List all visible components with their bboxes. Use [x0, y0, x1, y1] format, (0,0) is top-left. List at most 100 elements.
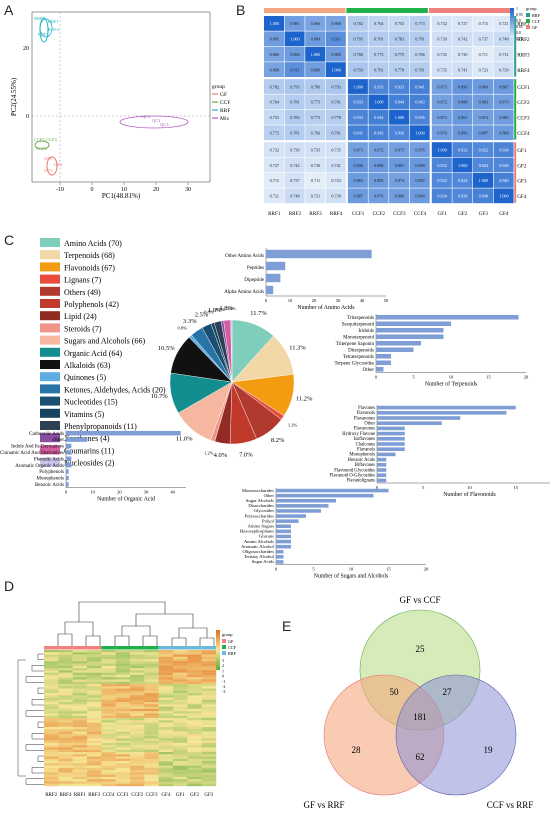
heatmap-cell: [187, 763, 202, 765]
heatmap-cell: [144, 738, 159, 740]
pca-xtick-label: 0: [91, 187, 94, 193]
heatmap-cell: [173, 747, 188, 749]
heatmap-cell: [44, 738, 59, 740]
heatmap-cell: [130, 695, 145, 697]
corr-cell-value: 0.888: [458, 100, 467, 105]
heatmap-cell: [87, 713, 102, 715]
heatmap-cell: [130, 673, 145, 675]
heatmap-cell: [44, 747, 59, 749]
corr-group-bar-top: [429, 8, 510, 13]
corr-cell-value: 0.753: [270, 115, 279, 120]
heatmap-col-dendrogram: [115, 636, 129, 646]
heatmap-cell: [130, 766, 145, 768]
heatmap-cell: [159, 720, 174, 722]
heatmap-cell: [173, 661, 188, 663]
bar-category-label: Flavanolignans: [347, 479, 376, 484]
heatmap-cell: [58, 668, 73, 670]
heatmap-cell: [159, 670, 174, 672]
svg-text:GF4: GF4: [54, 162, 63, 167]
bar-mark: [376, 334, 444, 339]
heatmap-group-bar: [173, 646, 187, 650]
pie-slice-label: 4.0%: [214, 452, 228, 459]
correlation-plot: 1.000 0.881 0.866 0.868 0.782 0.764 0.753 0.773…: [230, 0, 550, 228]
bar-category-label: Alpha Amino Acids: [224, 290, 264, 295]
heatmap-cell: [187, 698, 202, 700]
corr-cell-value: 1.000: [353, 84, 362, 89]
heatmap-cell: [130, 713, 145, 715]
heatmap-cell: [130, 745, 145, 747]
heatmap-cell: [202, 704, 217, 706]
corr-cell-value: 0.721: [270, 194, 279, 199]
heatmap-cell: [58, 677, 73, 679]
heatmap-cell: [87, 686, 102, 688]
heatmap-cell: [187, 761, 202, 763]
corr-row-label: CCF1: [517, 85, 530, 91]
corr-cell-value: 0.775: [395, 52, 404, 57]
heatmap-cell: [101, 684, 116, 686]
heatmap-cell: [187, 766, 202, 768]
heatmap-cell: [44, 759, 59, 761]
bar-category-label: Sesquiterpenoid: [342, 322, 375, 327]
heatmap-cell: [101, 725, 116, 727]
heatmap-cell: [101, 711, 116, 713]
heatmap-cell: [101, 673, 116, 675]
heatmap-cell: [116, 686, 131, 688]
heatmap-cell: [173, 689, 188, 691]
heatmap-cell: [87, 779, 102, 781]
heatmap-cell: [130, 664, 145, 666]
heatmap-cell: [187, 677, 202, 679]
heatmap-cell: [44, 673, 59, 675]
heatmap-cell: [187, 689, 202, 691]
heatmap-cell: [159, 763, 174, 765]
heatmap-cell: [187, 702, 202, 704]
heatmap-cell: [187, 736, 202, 738]
heatmap-cell: [101, 664, 116, 666]
heatmap-cell: [144, 666, 159, 668]
bar-category-label: Other: [53, 438, 65, 443]
heatmap-cell: [101, 738, 116, 740]
heatmap-cell: [87, 652, 102, 654]
heatmap-cell: [187, 779, 202, 781]
corr-cell-value: 0.773: [415, 21, 424, 26]
bar-mark: [66, 476, 69, 480]
heatmap-cell: [116, 695, 131, 697]
heatmap-cell: [73, 729, 88, 731]
corr-cell-value: 0.741: [458, 67, 467, 72]
heatmap-cell: [187, 720, 202, 722]
heatmap-cell: [144, 747, 159, 749]
heatmap-cell: [116, 775, 131, 777]
venn-label-gf-vs-rrf: GF vs RRF: [303, 800, 344, 810]
bar-tick-label: 0: [265, 298, 268, 303]
heatmap-cell: [173, 716, 188, 718]
pca-xtick-label: 20: [153, 187, 159, 193]
heatmap-cell: [187, 752, 202, 754]
heatmap-cell: [73, 763, 88, 765]
heatmap-cell: [187, 686, 202, 688]
heatmap-cell: [44, 679, 59, 681]
heatmap-cell: [116, 770, 131, 772]
heatmap-cell: [144, 772, 159, 774]
corr-cell-value: 0.876: [437, 131, 446, 136]
heatmap-cell: [130, 725, 145, 727]
heatmap-cell: [58, 682, 73, 684]
heatmap-cell: [187, 707, 202, 709]
heatmap-cell: [144, 677, 159, 679]
heatmap-cell: [187, 704, 202, 706]
heatmap-cell: [202, 766, 217, 768]
heatmap-cell: [144, 725, 159, 727]
heatmap-cell: [202, 732, 217, 734]
heatmap-cell: [116, 743, 131, 745]
heatmap-cell: [58, 709, 73, 711]
corr-row-label: CCF4: [517, 131, 530, 137]
heatmap-cell: [58, 661, 73, 663]
heatmap-cell: [87, 750, 102, 752]
heatmap-cell: [44, 734, 59, 736]
heatmap-cell: [159, 754, 174, 756]
heatmap-cell: [87, 702, 102, 704]
corr-cell-value: 0.933: [353, 115, 362, 120]
heatmap-cell: [87, 720, 102, 722]
heatmap-cell: [159, 777, 174, 779]
heatmap-cell: [87, 741, 102, 743]
heatmap-cell: [130, 670, 145, 672]
heatmap-legend-title: group: [222, 632, 233, 637]
